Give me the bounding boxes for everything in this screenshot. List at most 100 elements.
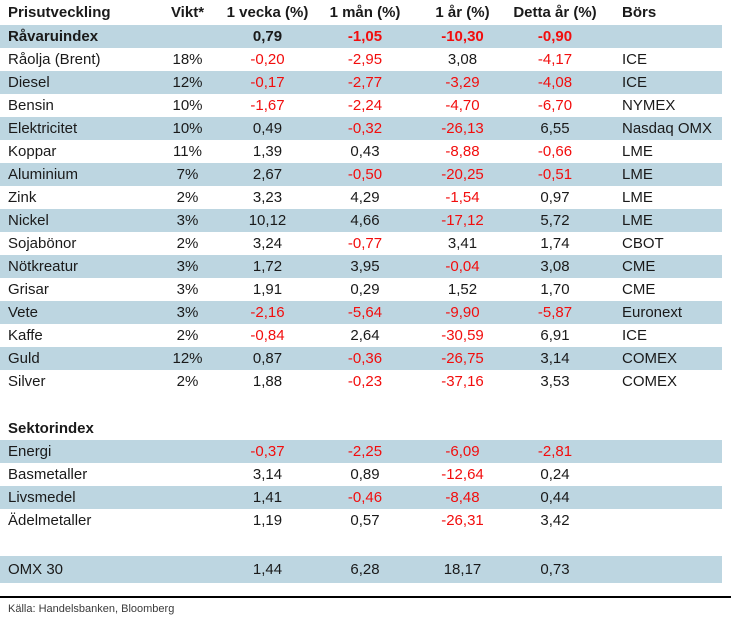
spacer-row bbox=[0, 393, 722, 417]
section-row: Sektorindex bbox=[0, 417, 722, 440]
cell-vikt: 7% bbox=[176, 166, 199, 183]
cell-vikt: 3% bbox=[176, 258, 199, 275]
table-row: Sojabönor 2% 3,24 -0,77 3,41 1,74 CBOT bbox=[0, 232, 722, 255]
cell-bors: ICE bbox=[622, 327, 648, 344]
table-row: Bensin 10% -1,67 -2,24 -4,70 -6,70 NYMEX bbox=[0, 94, 722, 117]
cell-m1: -2,77 bbox=[347, 74, 383, 91]
cell-bors: ICE bbox=[622, 74, 648, 91]
cell-y1: -8,48 bbox=[445, 489, 480, 506]
cell-vikt: 12% bbox=[172, 74, 203, 91]
column-header-1-vecka: 1 vecka (%) bbox=[226, 4, 309, 21]
cell-ytd: 3,42 bbox=[540, 512, 570, 529]
cell-bors bbox=[600, 486, 722, 509]
cell-vikt: 10% bbox=[172, 120, 203, 137]
cell-ytd: 0,44 bbox=[540, 489, 570, 506]
cell-y1: -8,88 bbox=[445, 143, 480, 160]
cell-bors: COMEX bbox=[622, 373, 678, 390]
cell-name: Kaffe bbox=[8, 327, 43, 344]
table-header: Prisutveckling Vikt* 1 vecka (%) 1 mån (… bbox=[0, 0, 722, 25]
cell-m1: -0,46 bbox=[347, 489, 383, 506]
cell-name: Zink bbox=[8, 189, 37, 206]
cell-name: Energi bbox=[8, 443, 52, 460]
cell-bors: Nasdaq OMX bbox=[622, 120, 713, 137]
table-row: Ädelmetaller 1,19 0,57 -26,31 3,42 bbox=[0, 509, 722, 532]
cell-vikt: 2% bbox=[176, 327, 199, 344]
cell-m1: -1,05 bbox=[347, 28, 383, 45]
spacer-row bbox=[0, 532, 722, 556]
cell-m1: -0,36 bbox=[347, 350, 383, 367]
cell-w1: -0,84 bbox=[250, 327, 285, 344]
cell-y1: -17,12 bbox=[441, 212, 484, 229]
table-row: Kaffe 2% -0,84 2,64 -30,59 6,91 ICE bbox=[0, 324, 722, 347]
cell-name: Basmetaller bbox=[8, 466, 88, 483]
column-header-vikt: Vikt* bbox=[170, 4, 205, 21]
cell-y1: -12,64 bbox=[441, 466, 484, 483]
cell-ytd: 5,72 bbox=[540, 212, 570, 229]
cell-vikt: 3% bbox=[176, 212, 199, 229]
table-row: Livsmedel 1,41 -0,46 -8,48 0,44 bbox=[0, 486, 722, 509]
table-row: Zink 2% 3,23 4,29 -1,54 0,97 LME bbox=[0, 186, 722, 209]
cell-y1: 3,08 bbox=[447, 51, 478, 68]
cell-bors: LME bbox=[622, 189, 653, 206]
cell-bors: CBOT bbox=[622, 235, 664, 252]
cell-m1: 0,43 bbox=[350, 143, 380, 160]
cell-name: Sojabönor bbox=[8, 235, 77, 252]
cell-y1: 18,17 bbox=[443, 561, 482, 578]
cell-vikt bbox=[155, 486, 220, 509]
cell-w1: 0,49 bbox=[252, 120, 283, 137]
column-header-prisutveckling: Prisutveckling bbox=[8, 4, 111, 21]
cell-vikt: 3% bbox=[176, 281, 199, 298]
cell-ytd: 0,73 bbox=[540, 561, 570, 578]
cell-ytd: 1,70 bbox=[540, 281, 570, 298]
cell-w1: -0,37 bbox=[250, 443, 285, 460]
cell-y1: -4,70 bbox=[445, 97, 480, 114]
cell-w1: 0,79 bbox=[252, 28, 283, 45]
cell-name: Elektricitet bbox=[8, 120, 78, 137]
cell-m1: -2,95 bbox=[347, 51, 383, 68]
cell-vikt: 3% bbox=[176, 304, 199, 321]
table-row: Silver 2% 1,88 -0,23 -37,16 3,53 COMEX bbox=[0, 370, 722, 393]
cell-ytd: -6,70 bbox=[537, 97, 573, 114]
cell-bors: CME bbox=[622, 258, 656, 275]
cell-bors: LME bbox=[622, 143, 653, 160]
price-development-table: Prisutveckling Vikt* 1 vecka (%) 1 mån (… bbox=[0, 0, 722, 583]
cell-m1: 0,29 bbox=[350, 281, 380, 298]
cell-m1: -5,64 bbox=[347, 304, 383, 321]
spacer-cell bbox=[0, 532, 722, 556]
cell-w1: -1,67 bbox=[250, 97, 285, 114]
cell-w1: 1,19 bbox=[252, 512, 283, 529]
cell-name: Råolja (Brent) bbox=[8, 51, 101, 68]
cell-bors: Euronext bbox=[622, 304, 683, 321]
cell-name: Diesel bbox=[8, 74, 50, 91]
table-row: Diesel 12% -0,17 -2,77 -3,29 -4,08 ICE bbox=[0, 71, 722, 94]
cell-ytd: 6,55 bbox=[540, 120, 570, 137]
cell-y1: -1,54 bbox=[445, 189, 480, 206]
cell-name: Aluminium bbox=[8, 166, 79, 183]
cell-m1: -2,24 bbox=[347, 97, 383, 114]
cell-vikt bbox=[155, 25, 220, 48]
cell-ytd: -2,81 bbox=[537, 443, 573, 460]
cell-w1: 1,72 bbox=[252, 258, 283, 275]
cell-vikt: 18% bbox=[172, 51, 203, 68]
cell-m1: 4,29 bbox=[350, 189, 380, 206]
cell-vikt bbox=[155, 509, 220, 532]
cell-ytd: 3,14 bbox=[540, 350, 570, 367]
cell-bors bbox=[600, 440, 722, 463]
cell-ytd: -4,08 bbox=[537, 74, 573, 91]
cell-m1: 0,57 bbox=[350, 512, 380, 529]
cell-y1: -30,59 bbox=[441, 327, 484, 344]
cell-ytd: -0,66 bbox=[537, 143, 573, 160]
cell-bors: LME bbox=[622, 166, 653, 183]
cell-ytd: -0,90 bbox=[537, 28, 573, 45]
cell-name: Grisar bbox=[8, 281, 49, 298]
cell-w1: 10,12 bbox=[248, 212, 287, 229]
cell-ytd: 3,08 bbox=[540, 258, 570, 275]
cell-y1: -37,16 bbox=[441, 373, 484, 390]
cell-bors bbox=[600, 463, 722, 486]
cell-y1: -26,75 bbox=[441, 350, 484, 367]
cell-bors: LME bbox=[622, 212, 653, 229]
cell-ytd: -4,17 bbox=[537, 51, 573, 68]
column-header-detta-ar: Detta år (%) bbox=[513, 4, 597, 21]
cell-name: Nickel bbox=[8, 212, 49, 229]
header-row: Prisutveckling Vikt* 1 vecka (%) 1 mån (… bbox=[0, 0, 722, 25]
